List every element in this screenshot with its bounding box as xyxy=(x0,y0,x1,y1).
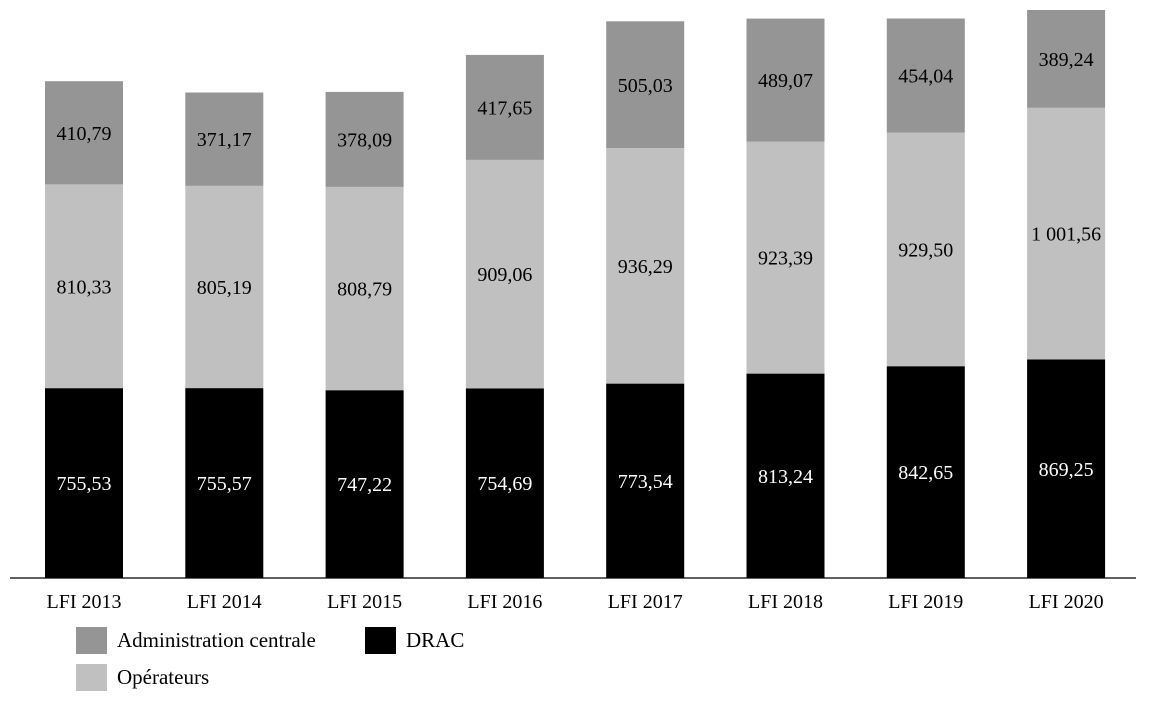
x-tick-label-lfi-2016: LFI 2016 xyxy=(467,591,542,613)
bar-operateurs-lfi-2013 xyxy=(45,184,123,389)
legend-label-drac: DRAC xyxy=(406,628,465,652)
bar-drac-lfi-2020 xyxy=(1027,359,1106,578)
legend-item-administration-centrale: Administration centrale xyxy=(76,627,316,654)
bar-operateurs-lfi-2020 xyxy=(1027,107,1106,360)
bar-administration-centrale-lfi-2018 xyxy=(746,18,825,142)
legend-swatch-administration-centrale xyxy=(76,627,107,654)
x-tick-label-lfi-2014: LFI 2014 xyxy=(187,591,262,613)
bar-administration-centrale-lfi-2020 xyxy=(1027,10,1106,108)
data-label-administration-centrale-lfi-2017: 505,03 xyxy=(618,75,673,97)
legend-label-administration-centrale: Administration centrale xyxy=(117,628,316,652)
bar-administration-centrale-lfi-2016 xyxy=(465,54,544,160)
legend-label-operateurs: Opérateurs xyxy=(117,665,210,689)
legend-item-drac: DRAC xyxy=(365,627,464,654)
bar-operateurs-lfi-2018 xyxy=(746,141,825,374)
data-label-drac-lfi-2015: 747,22 xyxy=(337,474,392,496)
data-label-drac-lfi-2013: 755,53 xyxy=(57,473,112,495)
data-label-operateurs-lfi-2014: 805,19 xyxy=(197,277,252,299)
data-label-drac-lfi-2017: 773,54 xyxy=(618,471,673,493)
legend-swatch-drac xyxy=(365,627,396,654)
data-label-drac-lfi-2018: 813,24 xyxy=(758,466,813,488)
x-tick-label-lfi-2015: LFI 2015 xyxy=(327,591,402,613)
legend-item-operateurs: Opérateurs xyxy=(76,664,209,691)
data-label-administration-centrale-lfi-2013: 410,79 xyxy=(57,123,112,145)
bar-operateurs-lfi-2016 xyxy=(465,159,544,389)
x-tick-label-lfi-2020: LFI 2020 xyxy=(1029,591,1104,613)
data-label-operateurs-lfi-2016: 909,06 xyxy=(477,264,532,286)
legend: Administration centrale DRAC Opérateurs xyxy=(76,627,596,697)
data-label-administration-centrale-lfi-2015: 378,09 xyxy=(337,129,392,151)
x-tick-label-lfi-2017: LFI 2017 xyxy=(608,591,683,613)
bar-administration-centrale-lfi-2014 xyxy=(185,92,264,186)
data-label-administration-centrale-lfi-2020: 389,24 xyxy=(1039,49,1094,71)
bar-operateurs-lfi-2014 xyxy=(185,185,264,389)
data-label-administration-centrale-lfi-2018: 489,07 xyxy=(758,70,813,92)
data-label-administration-centrale-lfi-2019: 454,04 xyxy=(898,66,953,88)
bar-drac-lfi-2014 xyxy=(185,388,264,578)
data-label-operateurs-lfi-2015: 808,79 xyxy=(337,279,392,301)
bar-drac-lfi-2015 xyxy=(325,390,404,578)
data-label-drac-lfi-2014: 755,57 xyxy=(197,473,252,495)
data-label-operateurs-lfi-2018: 923,39 xyxy=(758,248,813,270)
bar-operateurs-lfi-2015 xyxy=(325,186,404,391)
bar-drac-lfi-2018 xyxy=(746,373,825,578)
bar-administration-centrale-lfi-2017 xyxy=(606,21,685,149)
data-label-operateurs-lfi-2020: 1 001,56 xyxy=(1031,224,1101,246)
bar-administration-centrale-lfi-2015 xyxy=(325,91,404,187)
x-tick-label-lfi-2018: LFI 2018 xyxy=(748,591,823,613)
legend-swatch-operateurs xyxy=(76,664,107,691)
bar-operateurs-lfi-2017 xyxy=(606,148,685,384)
bar-drac-lfi-2013 xyxy=(45,388,123,578)
x-tick-label-lfi-2019: LFI 2019 xyxy=(888,591,963,613)
bar-drac-lfi-2017 xyxy=(606,383,685,578)
data-label-operateurs-lfi-2019: 929,50 xyxy=(898,239,953,261)
data-label-operateurs-lfi-2017: 936,29 xyxy=(618,256,673,278)
data-label-administration-centrale-lfi-2014: 371,17 xyxy=(197,129,252,151)
data-label-drac-lfi-2020: 869,25 xyxy=(1039,459,1094,481)
bar-administration-centrale-lfi-2013 xyxy=(45,81,123,185)
x-tick-labels: LFI 2013 LFI 2014 LFI 2015 LFI 2016 LFI 2017… xyxy=(47,591,1104,613)
data-label-drac-lfi-2016: 754,69 xyxy=(477,473,532,495)
data-label-administration-centrale-lfi-2016: 417,65 xyxy=(477,97,532,119)
x-tick-label-lfi-2013: LFI 2013 xyxy=(47,591,122,613)
bar-administration-centrale-lfi-2019 xyxy=(886,18,965,133)
data-label-drac-lfi-2019: 842,65 xyxy=(898,462,953,484)
bar-drac-lfi-2016 xyxy=(465,388,544,578)
bar-operateurs-lfi-2019 xyxy=(886,132,965,367)
bars-group: 755,53 810,33 410,79 755,57 805,19 371,17 747,… xyxy=(45,10,1106,578)
data-label-operateurs-lfi-2013: 810,33 xyxy=(57,276,112,298)
bar-drac-lfi-2019 xyxy=(886,366,965,578)
